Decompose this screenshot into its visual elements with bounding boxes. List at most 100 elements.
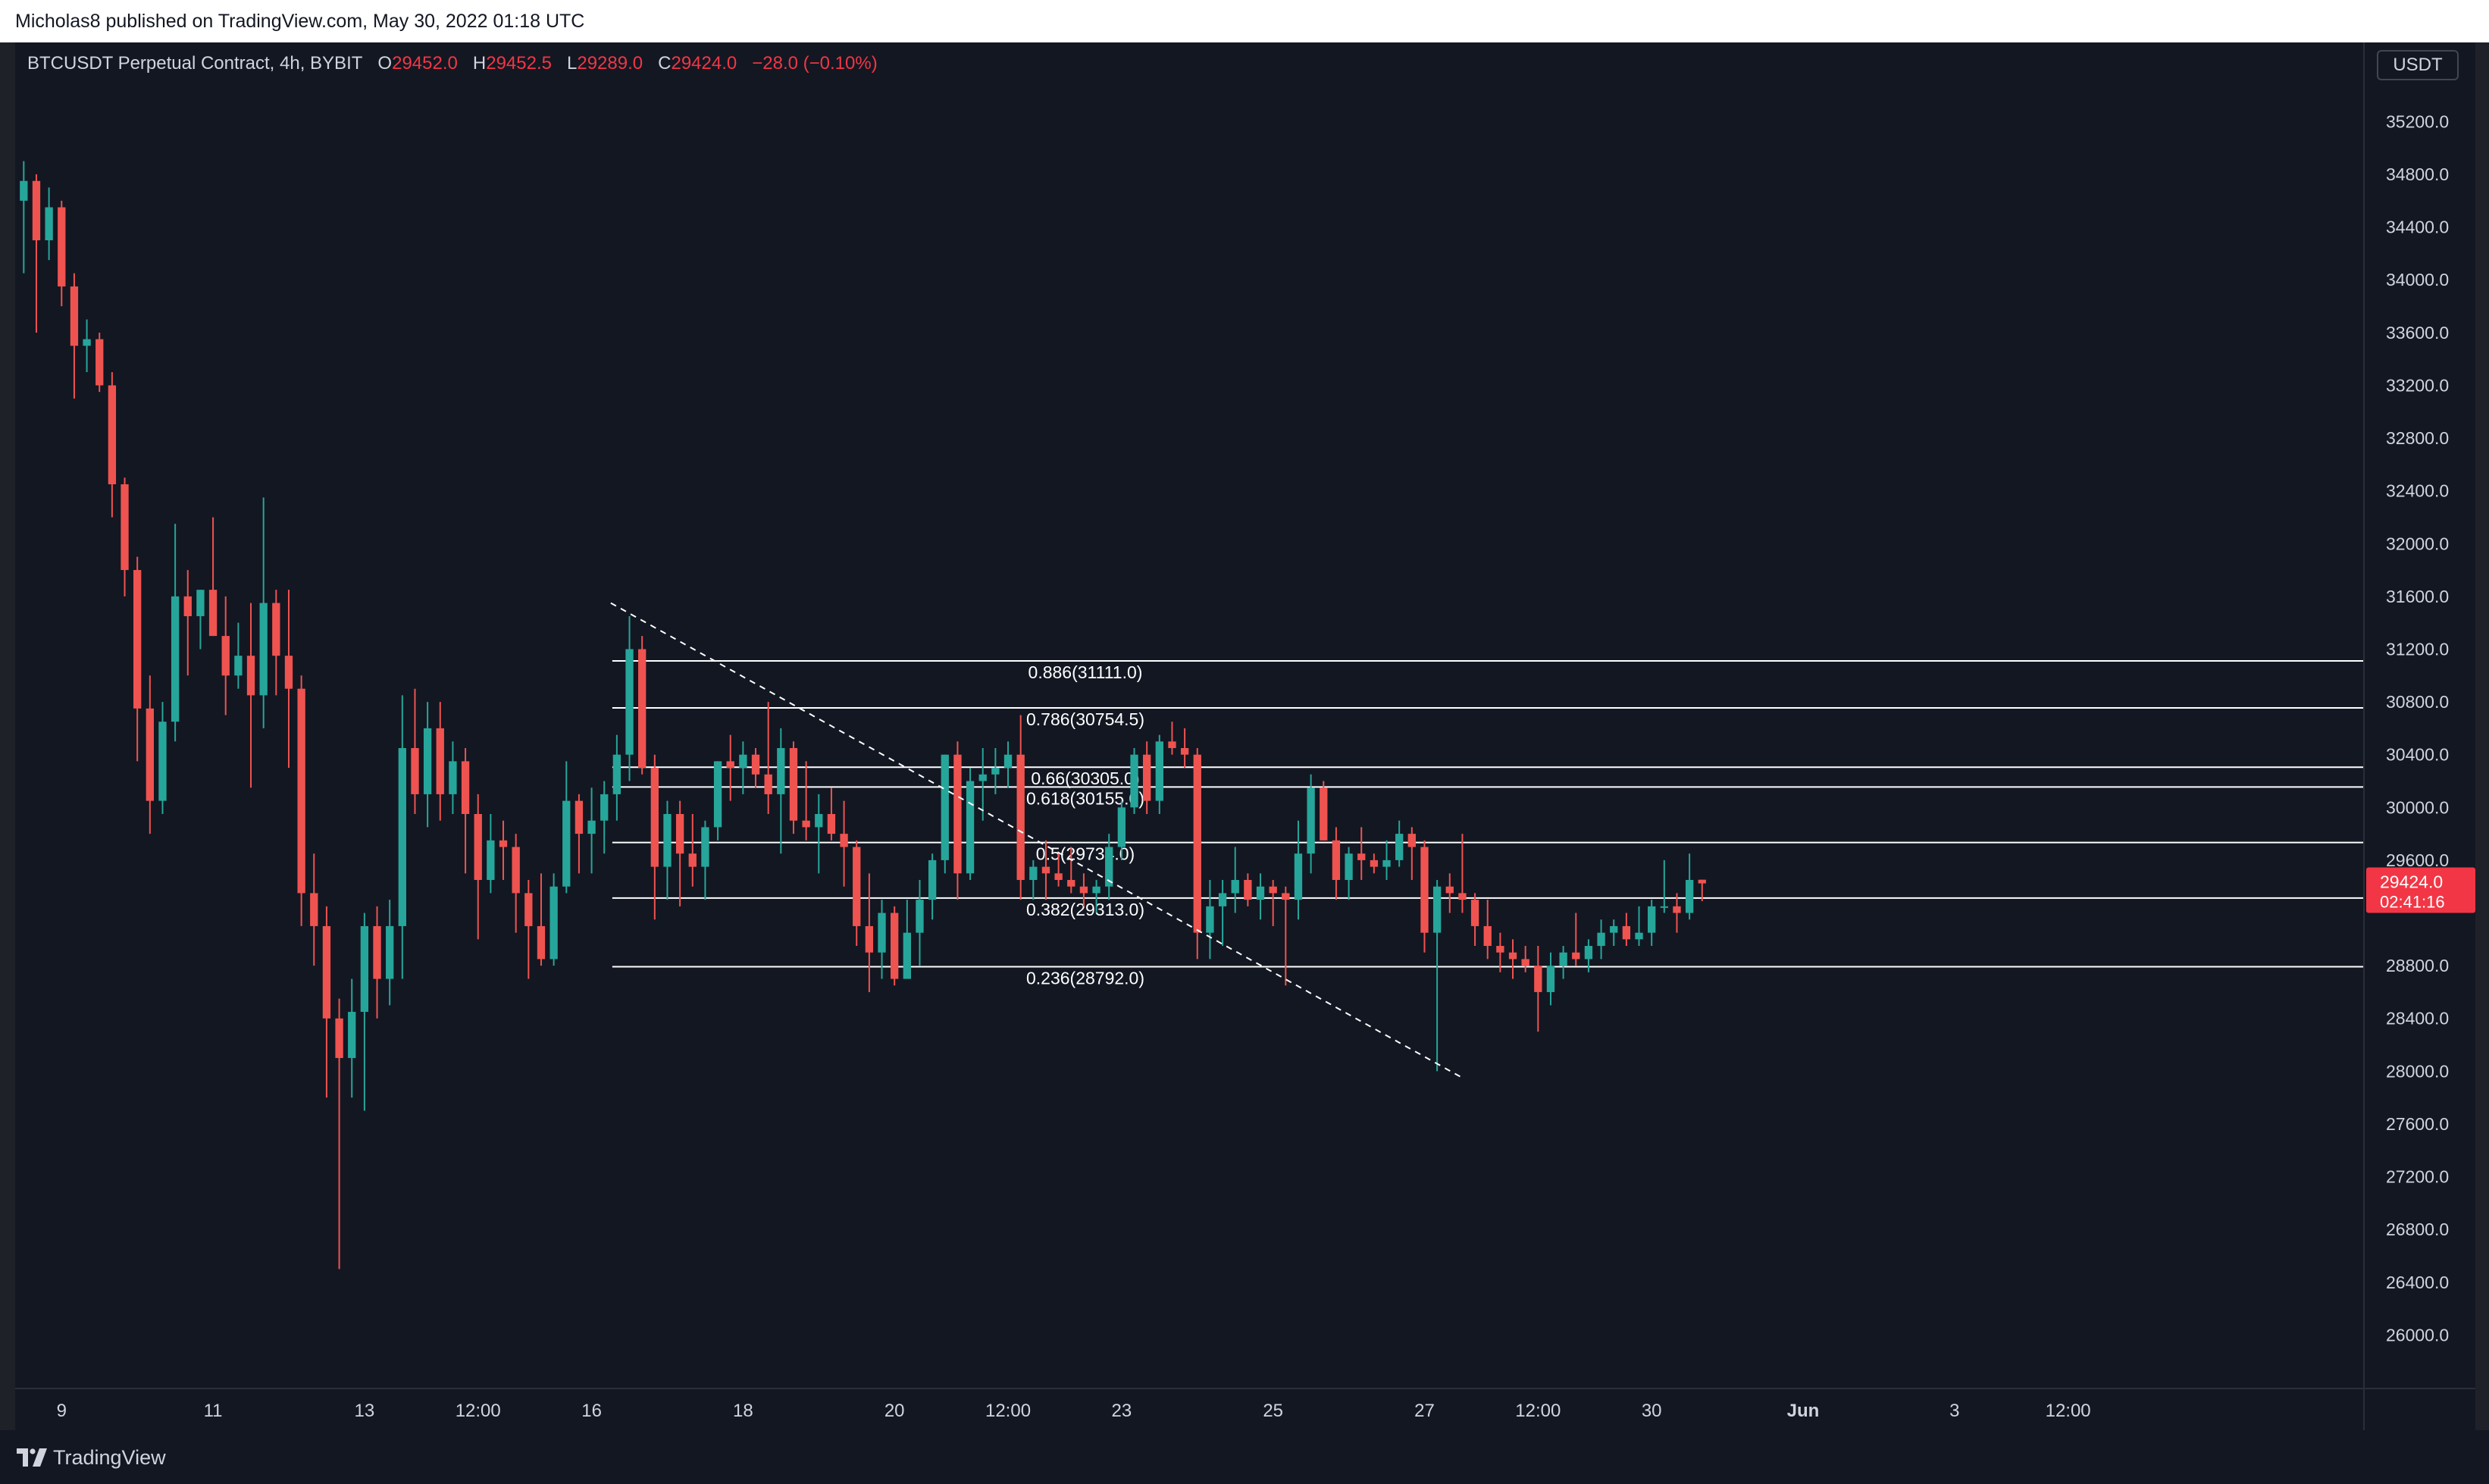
candle-body — [1508, 952, 1517, 960]
candle-body — [1496, 946, 1504, 953]
candle-body — [461, 761, 470, 815]
price-tick-label: 28800.0 — [2386, 956, 2449, 975]
price-tick-label: 34400.0 — [2386, 218, 2449, 237]
time-tick-label: 30 — [1642, 1401, 1662, 1421]
time-tick-label: 23 — [1112, 1401, 1132, 1421]
candle-body — [840, 834, 848, 847]
price-tick-label: 30000.0 — [2386, 797, 2449, 817]
candle-body — [297, 688, 305, 894]
candle-body — [386, 925, 394, 979]
candle-body — [196, 590, 205, 616]
candle-body — [587, 820, 596, 834]
candle-body — [348, 1012, 356, 1058]
candle-body — [663, 814, 672, 867]
candle-body — [512, 847, 520, 894]
candle-body — [1067, 880, 1075, 887]
candle-body — [1117, 807, 1126, 847]
candle-body — [713, 761, 722, 828]
candle-body — [259, 603, 268, 696]
trend-line — [610, 602, 1463, 1079]
candle-body — [1420, 847, 1429, 933]
candle-body — [625, 649, 634, 755]
candle-body — [208, 590, 218, 637]
candle-body — [146, 708, 154, 801]
candle-body — [1673, 906, 1681, 913]
candle-body — [234, 656, 243, 676]
price-tick-label: 32000.0 — [2386, 534, 2449, 553]
candle-body — [1470, 900, 1479, 926]
candle-body — [675, 814, 684, 854]
candle-body — [1584, 946, 1593, 960]
candle-body — [335, 1018, 343, 1058]
candle-body — [1685, 880, 1694, 913]
candle-body — [991, 768, 1000, 775]
chart-canvas[interactable]: 0.886(31111.0) 0.786(30754.5) 0.66(30305.0… — [15, 42, 2363, 1388]
candle-body — [916, 900, 924, 933]
candle-body — [1041, 866, 1050, 874]
price-axis[interactable]: 26000.0 26400.0 26800.0 27200.0 27600.0 28000… — [2363, 42, 2475, 1388]
candle-body — [1307, 787, 1315, 854]
candle-body — [1345, 853, 1353, 881]
candle-body — [1648, 906, 1656, 933]
candle-body — [1054, 873, 1063, 881]
candle-body — [133, 570, 142, 709]
candle-body — [108, 385, 117, 484]
candle-body — [701, 827, 709, 867]
candle-body — [815, 814, 823, 828]
fib-level-label: 0.5(29734.0) — [1036, 844, 1135, 864]
candle-body — [751, 754, 760, 775]
candle-body — [272, 603, 280, 656]
candle-body — [221, 636, 230, 676]
candle-body — [58, 207, 66, 286]
candle-body — [1622, 925, 1631, 940]
time-tick-label: 3 — [1949, 1401, 1959, 1421]
candle-body — [1016, 754, 1025, 881]
currency-button[interactable]: USDT — [2377, 50, 2459, 80]
axis-corner — [2363, 1388, 2475, 1432]
candle-body — [688, 853, 697, 867]
candle-body — [1370, 859, 1379, 867]
candle-body — [1003, 754, 1013, 769]
candle-body — [1029, 866, 1038, 881]
price-tick-label: 26400.0 — [2386, 1273, 2449, 1292]
candle-body — [903, 932, 911, 979]
candle-body — [928, 859, 937, 900]
tradingview-brand[interactable]: TradingView — [17, 1444, 166, 1471]
candle-body — [95, 339, 104, 386]
time-tick-label: 11 — [204, 1401, 223, 1421]
candle-body — [802, 820, 810, 828]
price-tick-label: 31200.0 — [2386, 639, 2449, 659]
candle-body — [978, 774, 987, 781]
footer-bar: TradingView — [0, 1430, 2489, 1484]
time-tick-label: Jun — [1787, 1401, 1820, 1421]
candle-body — [739, 754, 747, 769]
time-tick-label: 12:00 — [985, 1401, 1031, 1421]
price-tick-label: 26000.0 — [2386, 1325, 2449, 1345]
candle-body — [562, 800, 571, 887]
candle-body — [1559, 952, 1567, 966]
candle-body — [966, 781, 975, 874]
time-tick-label: 13 — [355, 1401, 375, 1421]
candle-body — [575, 800, 584, 834]
candle-body — [612, 754, 621, 794]
candle-body — [246, 656, 255, 696]
time-tick-label: 12:00 — [2046, 1401, 2091, 1421]
candle-body — [183, 596, 192, 616]
fib-level-label: 0.786(30754.5) — [1026, 709, 1144, 729]
candle-body — [449, 761, 457, 794]
time-axis[interactable]: 9 11 13 12:00 16 18 20 12:00 23 25 27 12:00 30 Jun 3 12… — [15, 1388, 2363, 1432]
candle-body — [1269, 886, 1277, 894]
candle-body — [1168, 741, 1176, 749]
chart-pane[interactable]: 0.886(31111.0) 0.786(30754.5) 0.66(30305.0… — [15, 42, 2363, 1388]
candle-body — [1256, 886, 1265, 900]
candle-body — [322, 925, 331, 1019]
candle-body — [1546, 966, 1555, 992]
candle-body — [638, 649, 647, 769]
price-axis-canvas: 26000.0 26400.0 26800.0 27200.0 27600.0 28000… — [2366, 111, 2475, 1345]
candle-body — [83, 339, 91, 346]
price-tick-label: 30800.0 — [2386, 692, 2449, 712]
candle-body — [171, 596, 180, 722]
candle-body — [1105, 847, 1113, 887]
candle-body — [1130, 754, 1138, 808]
